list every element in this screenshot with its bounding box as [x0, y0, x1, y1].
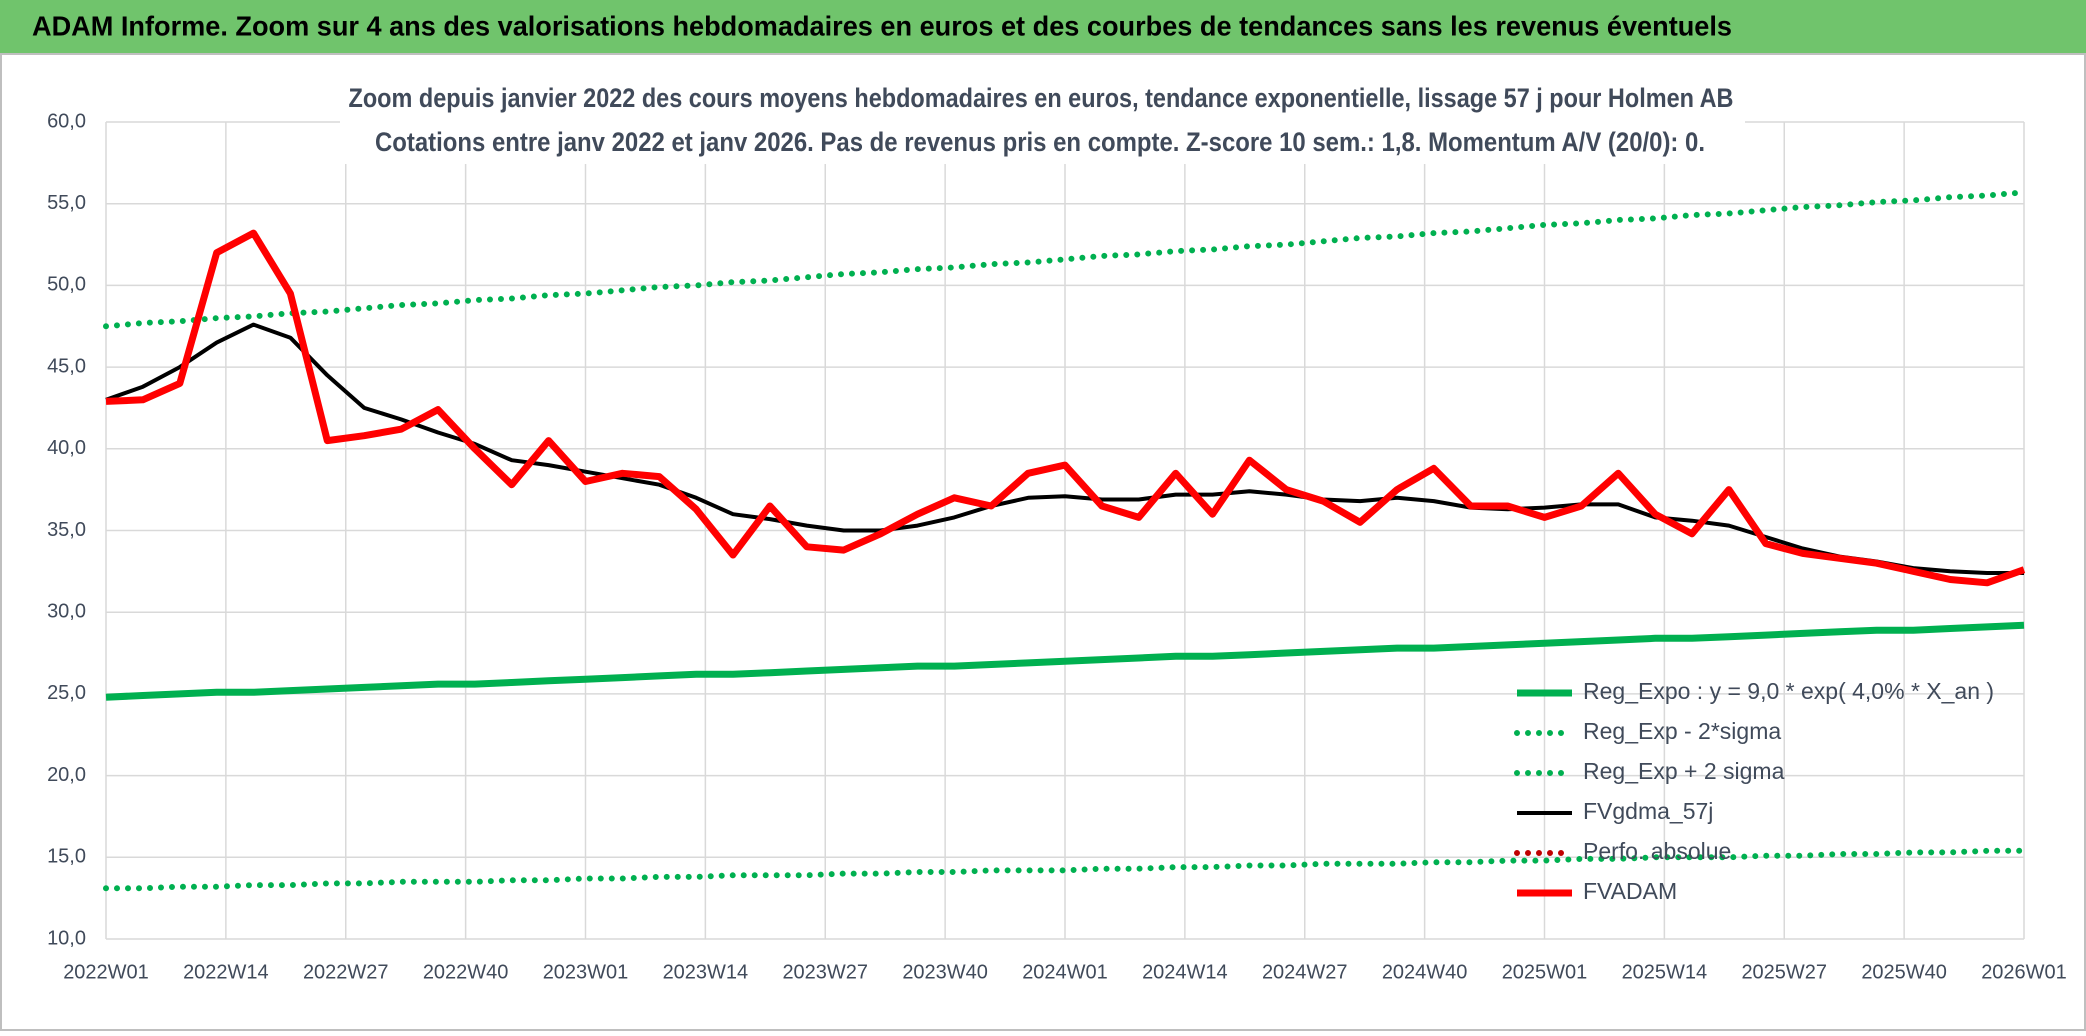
x-tick-label: 2022W27 — [303, 961, 389, 983]
x-tick-label: 2023W14 — [663, 961, 749, 983]
y-tick-label: 45,0 — [47, 355, 86, 377]
series-line — [105, 621, 2025, 701]
x-tick-label: 2023W01 — [543, 961, 629, 983]
legend-label: Reg_Exp - 2*sigma — [1583, 718, 1781, 744]
series-line — [103, 189, 2027, 330]
x-tick-label: 2024W14 — [1142, 961, 1228, 983]
y-tick-label: 10,0 — [47, 927, 86, 949]
legend-label: Reg_Exp + 2 sigma — [1583, 758, 1785, 784]
y-tick-label: 50,0 — [47, 274, 86, 296]
x-tick-label: 2023W40 — [902, 961, 988, 983]
y-tick-label: 35,0 — [47, 519, 86, 541]
x-tick-label: 2022W40 — [423, 961, 509, 983]
y-tick-label: 60,0 — [47, 110, 86, 132]
chart-title: Zoom depuis janvier 2022 des cours moyen… — [349, 83, 1734, 113]
x-tick-label: 2025W40 — [1861, 961, 1947, 983]
x-tick-label: 2022W14 — [183, 961, 269, 983]
legend-label: Reg_Expo : y = 9,0 * exp( 4,0% * X_an ) — [1583, 678, 1994, 704]
legend-label: Perfo. absolue — [1583, 838, 1731, 864]
x-tick-label: 2025W14 — [1622, 961, 1708, 983]
x-tick-label: 2022W01 — [63, 961, 149, 983]
legend-label: FVgdma_57j — [1583, 798, 1713, 824]
x-tick-label: 2024W40 — [1382, 961, 1468, 983]
x-tick-label: 2025W27 — [1741, 961, 1827, 983]
series-line — [103, 847, 2027, 892]
y-tick-label: 25,0 — [47, 682, 86, 704]
x-tick-label: 2023W27 — [782, 961, 868, 983]
y-tick-label: 40,0 — [47, 437, 86, 459]
series-line — [105, 229, 2026, 587]
x-tick-label: 2024W01 — [1022, 961, 1108, 983]
x-tick-label: 2026W01 — [1981, 961, 2067, 983]
header-title: ADAM Informe. Zoom sur 4 ans des valoris… — [32, 10, 1732, 41]
y-tick-label: 30,0 — [47, 600, 86, 622]
y-tick-label: 15,0 — [47, 846, 86, 868]
chart-subtitle: Cotations entre janv 2022 et janv 2026. … — [375, 127, 1705, 157]
y-tick-label: 20,0 — [47, 764, 86, 786]
y-tick-label: 55,0 — [47, 192, 86, 214]
x-tick-label: 2025W01 — [1502, 961, 1588, 983]
legend-label: FVADAM — [1583, 878, 1677, 904]
x-tick-label: 2024W27 — [1262, 961, 1348, 983]
frame — [0, 53, 2086, 1031]
subtitle-bg — [340, 78, 1745, 164]
header-bar — [0, 0, 2086, 54]
